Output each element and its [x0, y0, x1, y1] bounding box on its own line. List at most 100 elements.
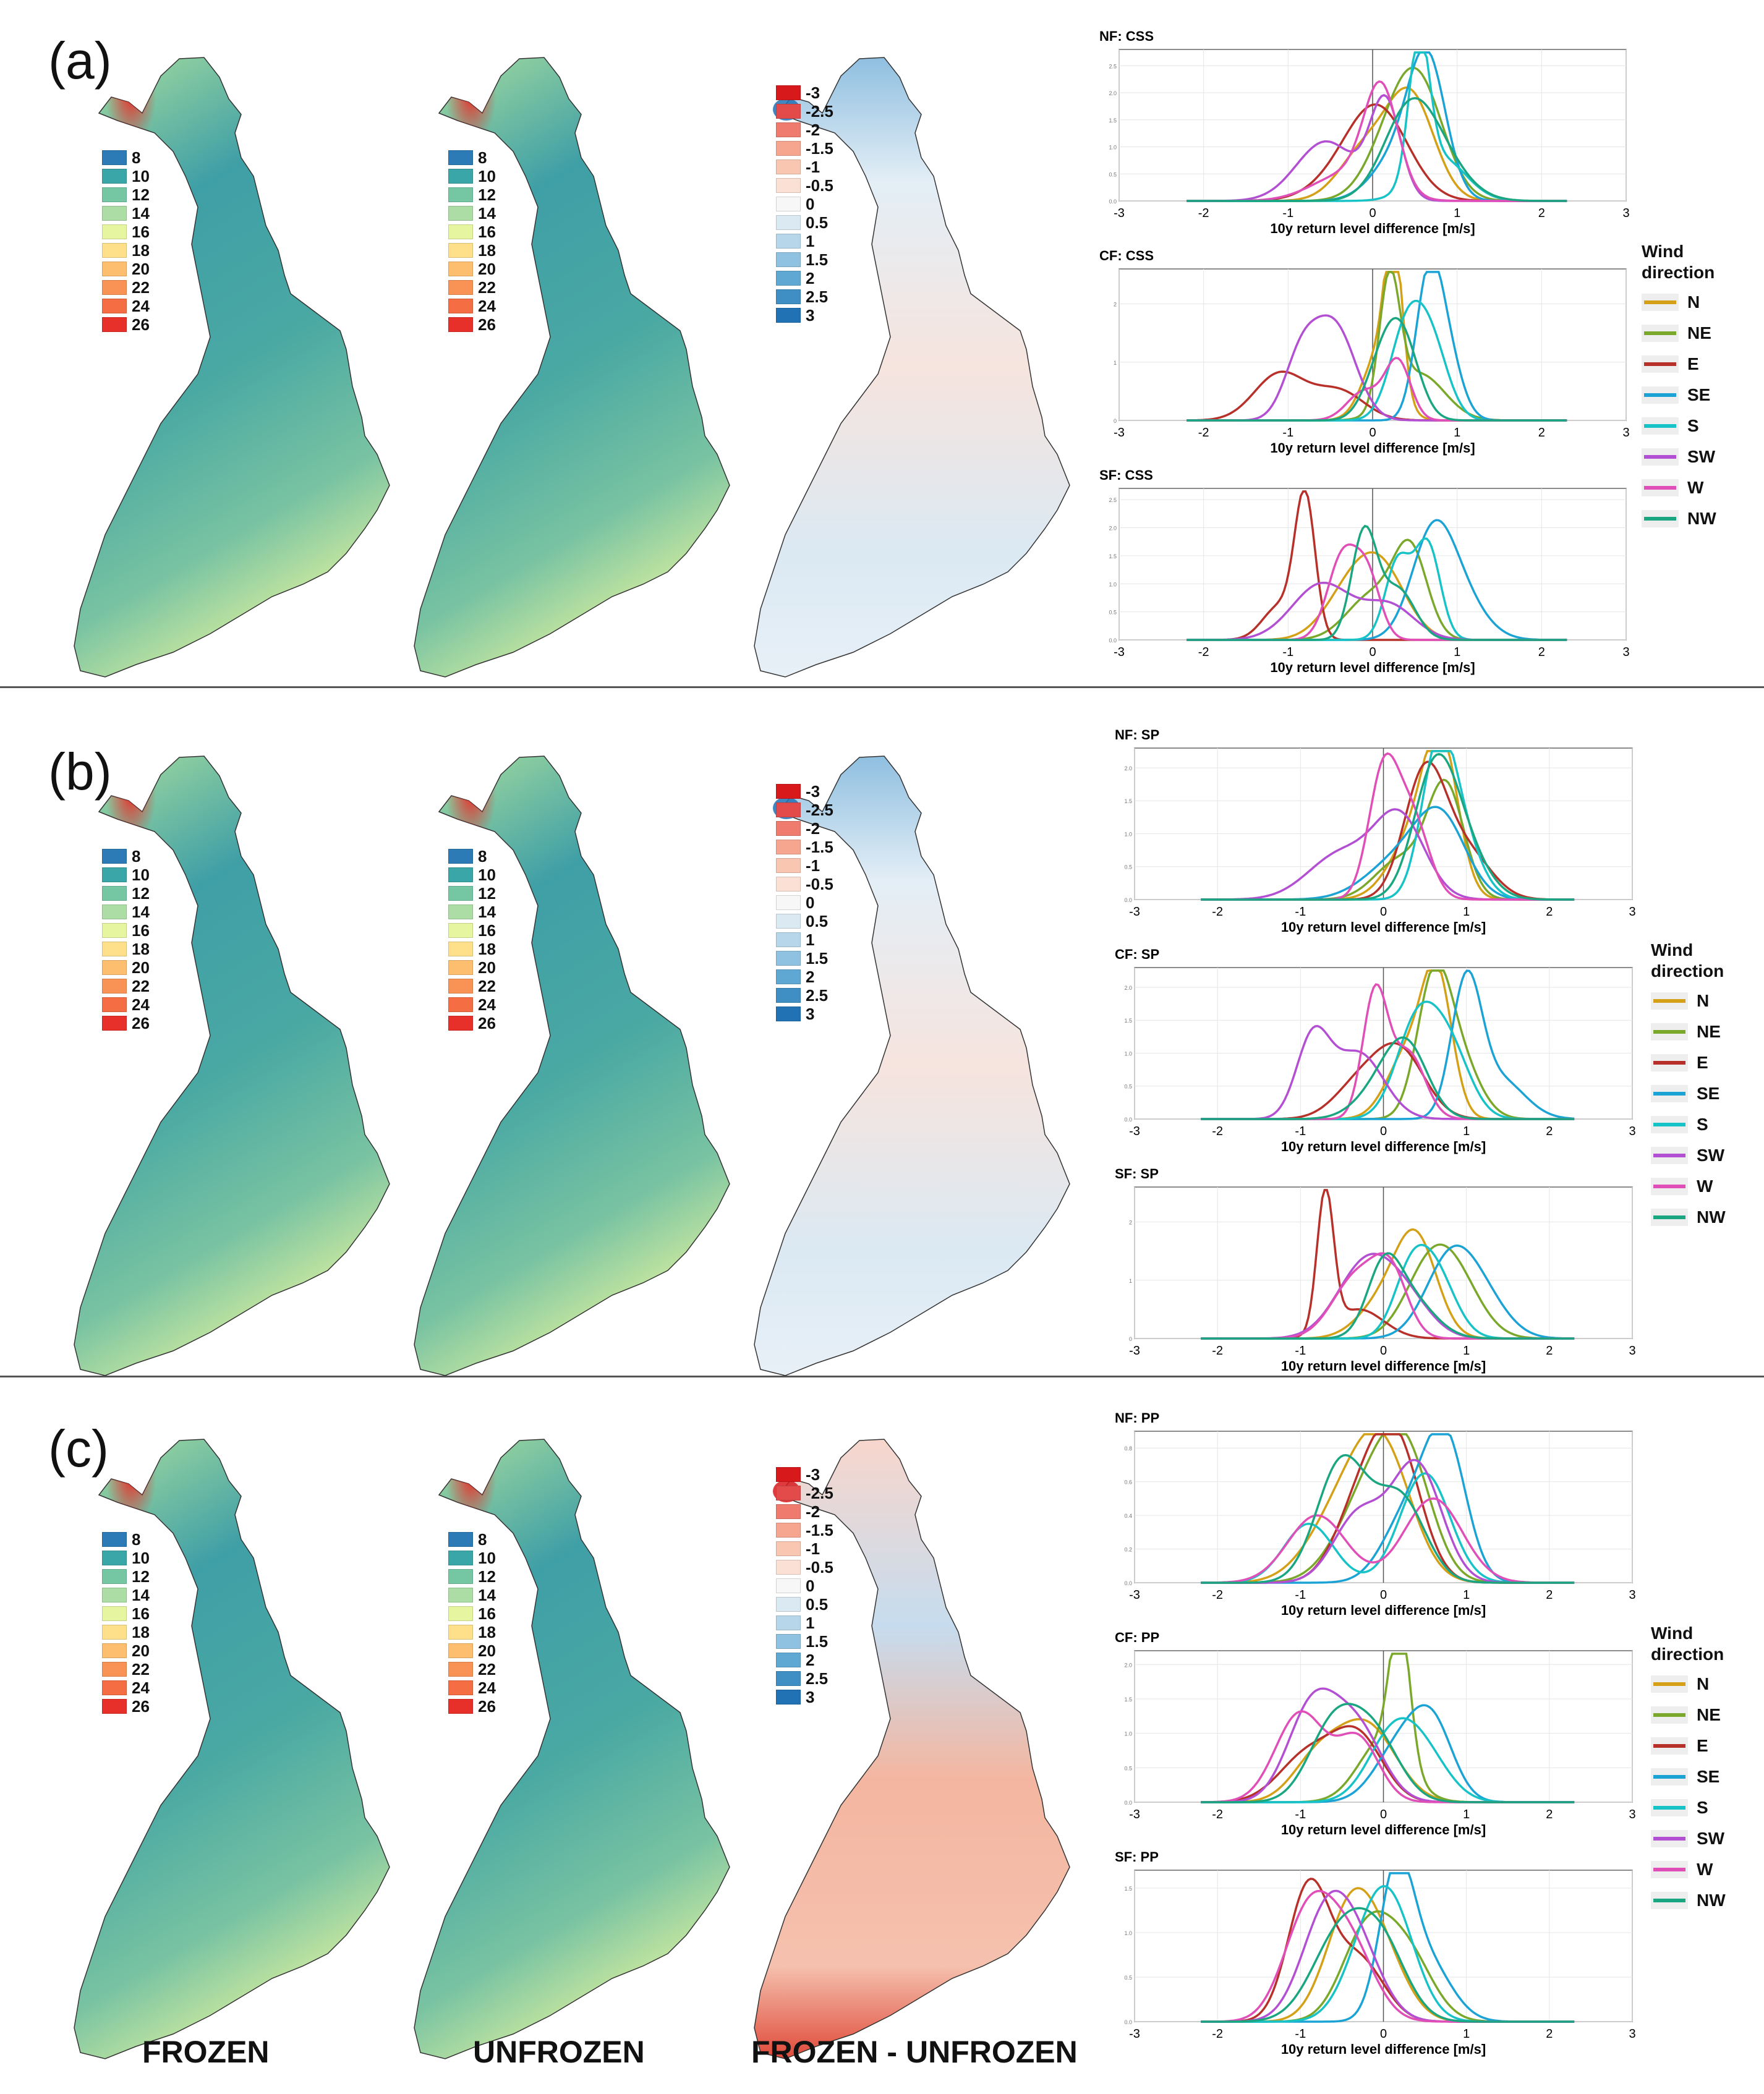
legend-label: 10	[132, 1548, 150, 1567]
legend-label: 3	[806, 1004, 815, 1023]
legend-entry: 0.5	[776, 213, 833, 232]
legend-swatch	[102, 1588, 127, 1602]
wind-speed-legend: 8 10 12 14 16 18 20 22 24 26	[102, 847, 150, 1032]
legend-swatch	[776, 252, 801, 267]
legend-label: -2.5	[806, 1483, 833, 1502]
y-tick-label: 1.5	[1124, 1696, 1132, 1703]
legend-title: direction	[1651, 1645, 1724, 1664]
wind-legend-label: W	[1697, 1860, 1713, 1879]
legend-entry: 3	[776, 1688, 833, 1706]
legend-label: -1	[806, 856, 820, 875]
x-tick-label: 3	[1629, 1808, 1635, 1821]
legend-entry: -2.5	[776, 801, 833, 819]
y-tick-label: 0.0	[1124, 1117, 1132, 1123]
wind-legend-label: NE	[1687, 323, 1711, 343]
legend-entry: 0.5	[776, 912, 833, 930]
legend-entry: 20	[102, 958, 150, 977]
legend-entry: 16	[448, 223, 496, 241]
legend-swatch	[102, 1606, 127, 1621]
legend-swatch	[102, 1625, 127, 1640]
legend-label: -2	[806, 1502, 820, 1521]
wind-legend-label: SW	[1697, 1146, 1725, 1165]
density-plot: SF: SP -3 -2 -1 0 1 2 3 0 1 2 10y return level diff…	[1110, 1162, 1645, 1376]
legend-entry: 10	[102, 167, 150, 185]
legend-entry: 12	[102, 1567, 150, 1586]
unfrozen-map	[396, 1422, 742, 2065]
wind-legend-label: NE	[1697, 1705, 1721, 1724]
legend-swatch	[102, 1699, 127, 1714]
wind-legend-swatch	[1651, 1023, 1688, 1041]
legend-label: 1.5	[806, 1632, 829, 1651]
y-tick-label: 1.0	[1124, 831, 1132, 837]
legend-swatch	[448, 886, 473, 901]
legend-label: 18	[478, 1622, 496, 1641]
legend-swatch	[776, 178, 801, 193]
wind-legend-label: SW	[1697, 1829, 1725, 1848]
density-line-nw	[1201, 1036, 1575, 1120]
y-tick-label: 1	[1129, 1278, 1132, 1284]
legend-label: 14	[132, 1585, 150, 1604]
legend-swatch	[776, 1578, 801, 1593]
legend-entry: -2.5	[776, 1484, 833, 1502]
legend-label: -1.5	[806, 837, 833, 856]
legend-swatch	[102, 224, 127, 239]
legend-entry: 14	[102, 204, 150, 223]
legend-entry: 1.5	[776, 1632, 833, 1651]
legend-swatch	[776, 271, 801, 286]
y-tick-label: 2	[1129, 1220, 1132, 1226]
density-line-nw	[1187, 97, 1567, 202]
wind-legend-swatch	[1651, 1054, 1688, 1071]
y-tick-label: 1.0	[1124, 1731, 1132, 1737]
legend-entry: 22	[448, 1660, 496, 1679]
density-plot: CF: CSS -3 -2 -1 0 1 2 3 0 1 2 10y return level dif…	[1094, 244, 1638, 458]
legend-label: 20	[478, 259, 496, 278]
legend-label: -1.5	[806, 138, 833, 158]
wind-legend-swatch	[1651, 1706, 1688, 1724]
wind-speed-legend: 8 10 12 14 16 18 20 22 24 26	[448, 148, 496, 334]
x-tick-label: 2	[1538, 426, 1545, 440]
wind-legend-label: NE	[1697, 1022, 1721, 1041]
legend-label: 24	[478, 995, 496, 1014]
y-tick-label: 0.0	[1109, 637, 1117, 644]
y-tick-label: 2.0	[1109, 90, 1117, 96]
legend-entry: -2.5	[776, 102, 833, 121]
wind-legend-label: NW	[1687, 509, 1716, 528]
legend-entry: 2	[776, 269, 833, 287]
legend-label: -1	[806, 157, 820, 176]
legend-entry: 10	[448, 1549, 496, 1567]
legend-entry: -1.5	[776, 139, 833, 158]
legend-label: 24	[478, 1678, 496, 1697]
x-tick-label: -2	[1212, 1808, 1223, 1821]
legend-title: Wind	[1642, 242, 1684, 261]
wind-legend-entry: NE	[1651, 1700, 1726, 1730]
legend-swatch	[448, 150, 473, 165]
legend-label: 22	[132, 1659, 150, 1679]
legend-entry: -3	[776, 83, 833, 102]
wind-legend-label: S	[1697, 1115, 1708, 1134]
wind-legend-entry: SE	[1651, 1761, 1726, 1792]
legend-entry: 22	[102, 977, 150, 995]
legend-entry: 1	[776, 232, 833, 250]
density-line-nw	[1187, 524, 1567, 641]
x-tick-label: -2	[1212, 2027, 1223, 2041]
x-tick-label: 2	[1538, 645, 1545, 659]
legend-entry: -0.5	[776, 1558, 833, 1577]
density-line-w	[1201, 1497, 1575, 1584]
legend-label: 20	[132, 958, 150, 977]
frozen-map	[56, 40, 402, 683]
legend-swatch	[448, 1643, 473, 1658]
legend-label: 24	[478, 296, 496, 315]
wind-legend-entry: NE	[1651, 1016, 1726, 1047]
legend-swatch	[102, 1662, 127, 1677]
legend-label: 1.5	[806, 948, 829, 968]
density-line-nw	[1201, 1453, 1575, 1584]
wind-legend-entry: S	[1651, 1109, 1726, 1140]
legend-label: 22	[478, 278, 496, 297]
x-tick-label: -3	[1129, 1125, 1140, 1138]
legend-swatch	[448, 224, 473, 239]
legend-label: 16	[478, 921, 496, 940]
wind-legend-label: N	[1697, 991, 1710, 1010]
wind-speed-legend: 8 10 12 14 16 18 20 22 24 26	[102, 148, 150, 334]
x-tick-label: -2	[1198, 645, 1209, 659]
wind-legend-label: W	[1687, 478, 1704, 497]
